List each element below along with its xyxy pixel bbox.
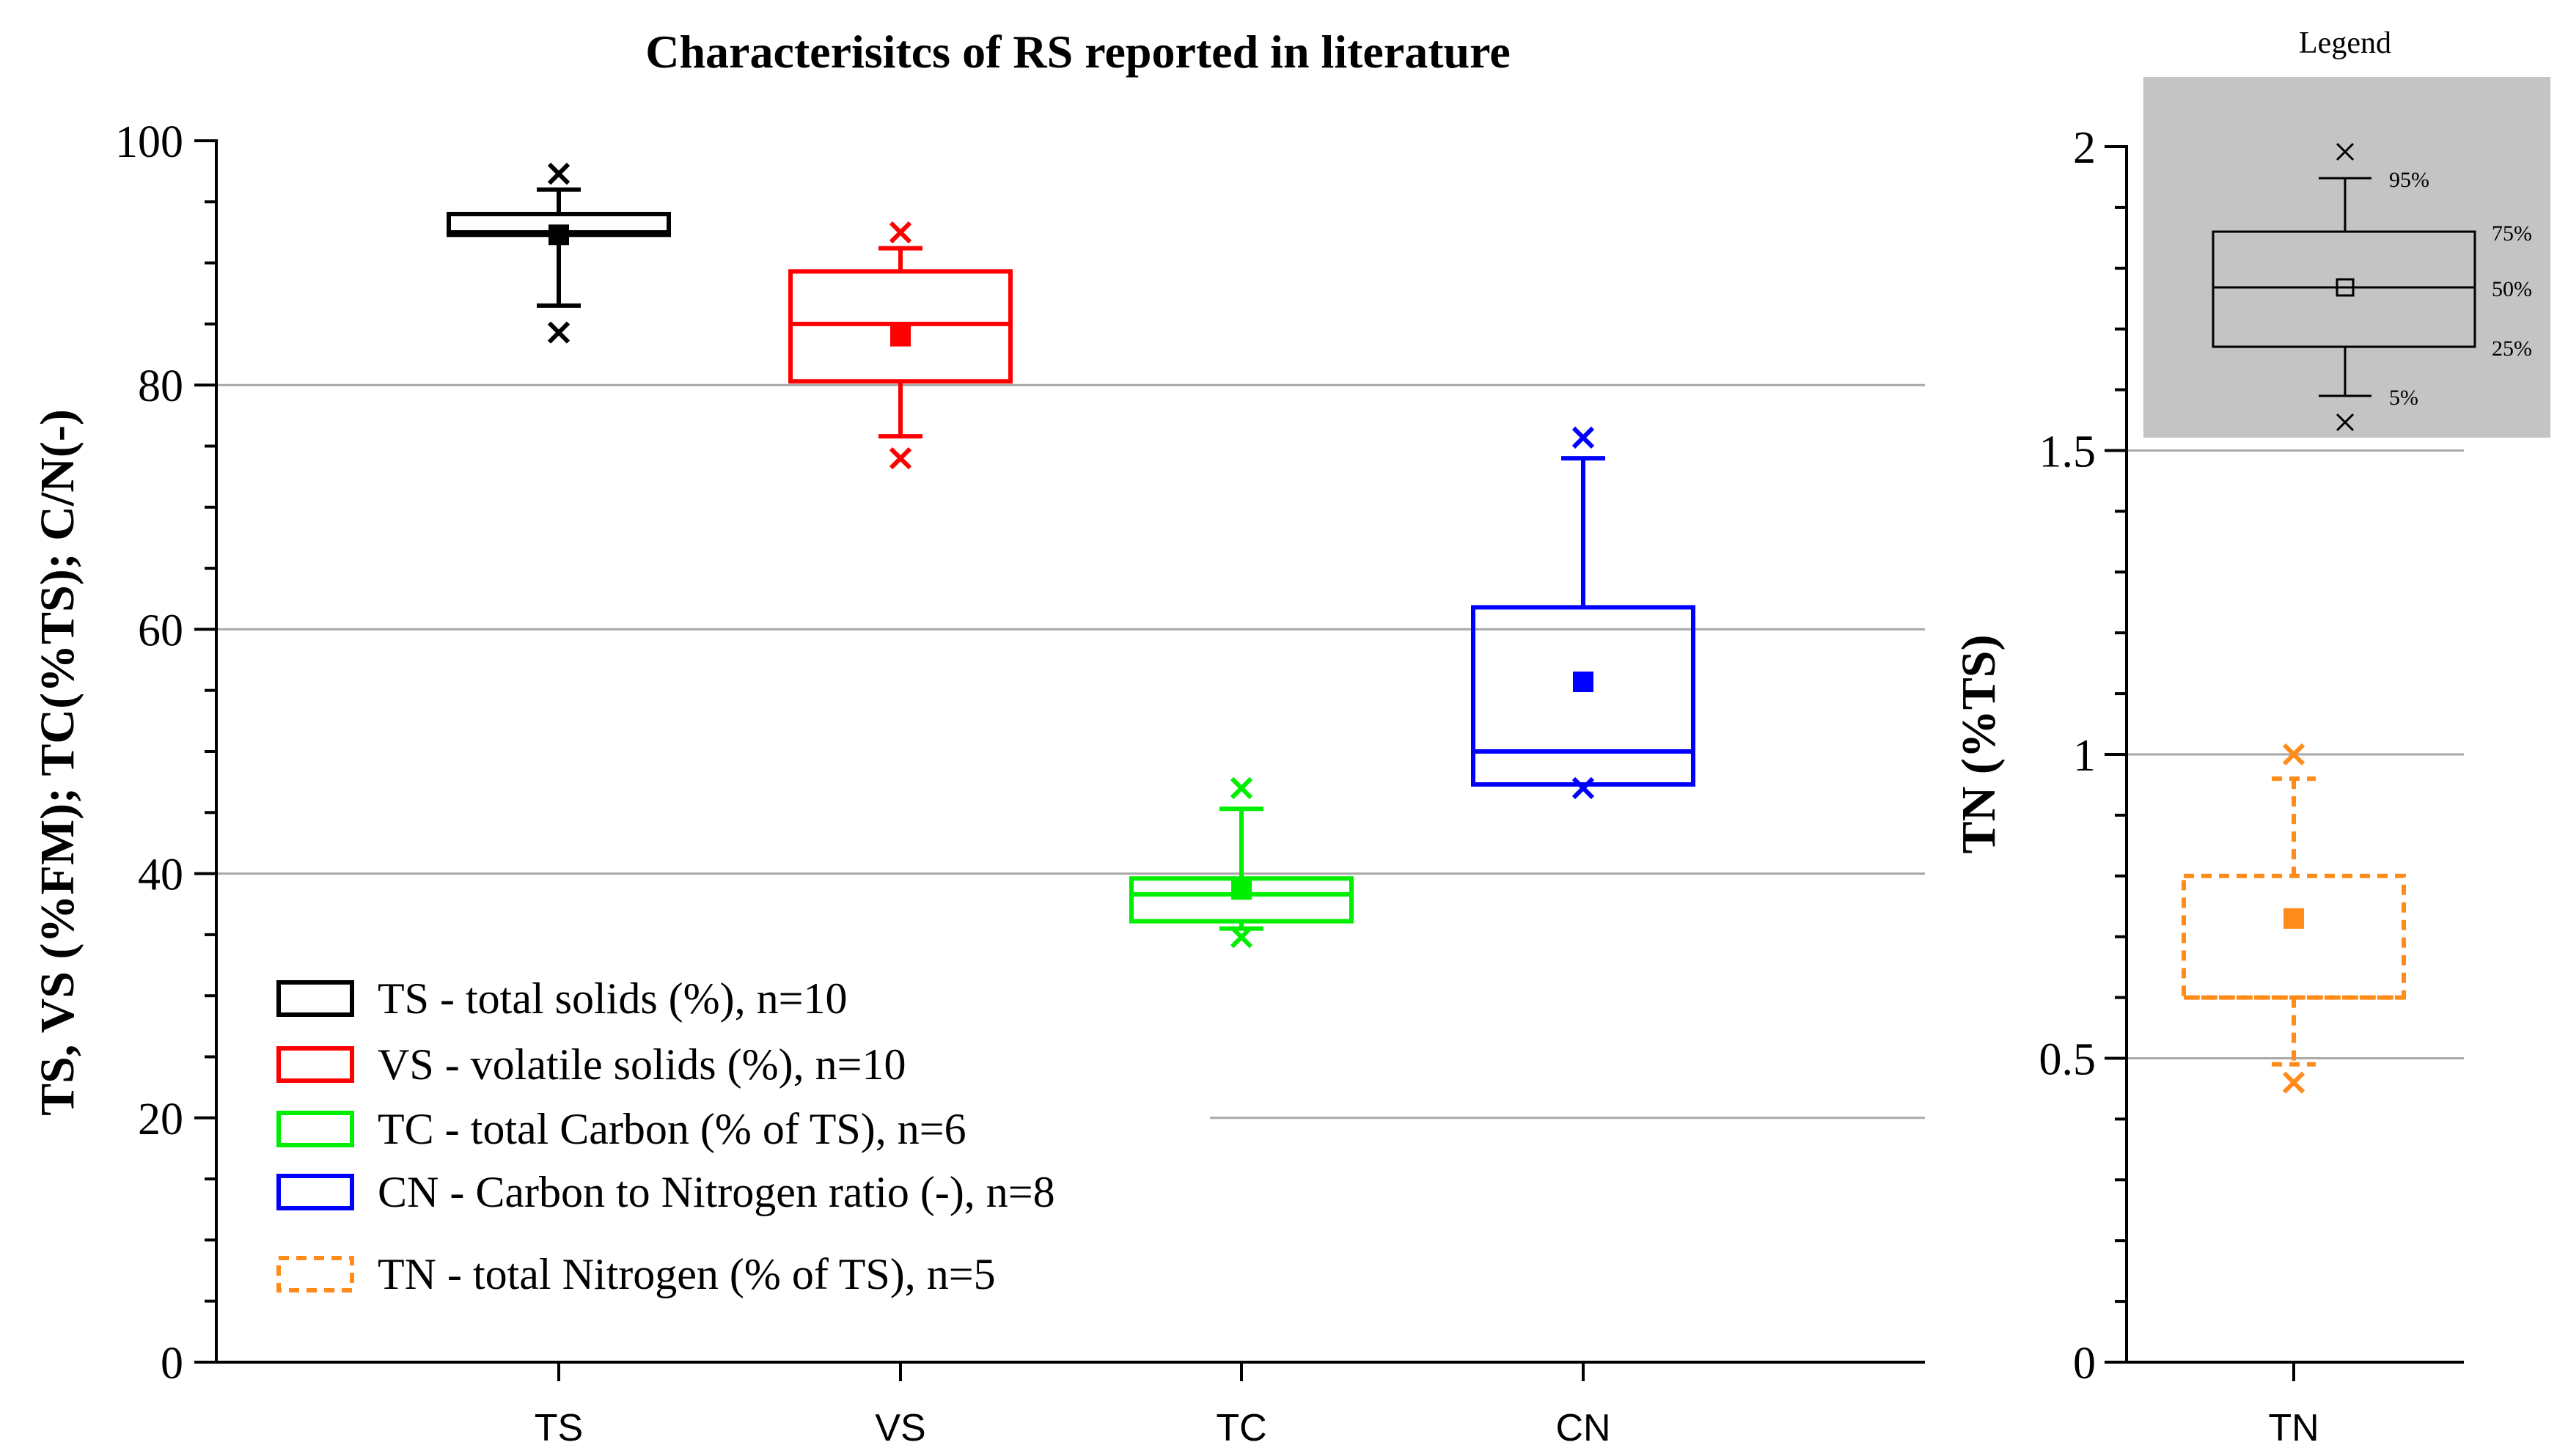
- legend-swatch: [279, 1113, 352, 1145]
- right-x-tick-label: TN: [2268, 1407, 2319, 1449]
- x-tick-label: VS: [875, 1407, 925, 1449]
- inset-legend-label: 25%: [2492, 337, 2532, 361]
- max-marker: [1574, 428, 1593, 447]
- x-tick-label: TC: [1216, 1407, 1266, 1449]
- inset-legend-label: 75%: [2492, 221, 2532, 246]
- max-marker: [1232, 779, 1251, 798]
- inset-legend-background: [2143, 77, 2550, 438]
- right-box-tn: [2184, 779, 2404, 1065]
- left-box-ts: [449, 190, 669, 306]
- y-tick-label: 80: [138, 361, 183, 411]
- max-marker: [891, 223, 910, 242]
- min-marker: [1574, 779, 1593, 798]
- iqr-box: [2184, 876, 2404, 998]
- iqr-box: [1473, 607, 1693, 784]
- y-tick-label: 100: [115, 117, 183, 167]
- legend-label: TC - total Carbon (% of TS), n=6: [378, 1105, 966, 1153]
- y-tick-label: 0: [161, 1339, 183, 1389]
- legend-label: CN - Carbon to Nitrogen ratio (-), n=8: [378, 1168, 1055, 1216]
- y-tick-label: 60: [138, 606, 183, 655]
- y-tick-label: 20: [138, 1095, 183, 1144]
- mean-marker: [2283, 908, 2304, 929]
- right-y-tick-label: 0.5: [2039, 1035, 2096, 1085]
- chart-title: Characterisitcs of RS reported in litera…: [645, 26, 1511, 78]
- inset-legend-label: 95%: [2389, 168, 2429, 192]
- mean-marker: [890, 326, 911, 347]
- legend-swatch: [279, 1176, 352, 1208]
- legend-label: VS - volatile solids (%), n=10: [378, 1040, 906, 1089]
- inset-legend-label: 5%: [2389, 386, 2418, 410]
- right-y-tick-label: 1: [2073, 731, 2096, 781]
- legend-swatch: [279, 1258, 352, 1290]
- mean-marker: [549, 224, 569, 245]
- y-axis-label: TS, VS (%FM); TC(%TS); C/N(-): [31, 409, 84, 1116]
- inset-legend: Legend 95% 75% 50% 25% 5%: [2143, 26, 2550, 438]
- legend-swatch: [279, 1048, 352, 1081]
- mean-marker: [1231, 879, 1252, 900]
- right-y-axis-label: TN (%TS): [1952, 635, 2006, 854]
- x-tick-label: CN: [1555, 1407, 1610, 1449]
- min-marker: [549, 323, 568, 342]
- legend-label: TS - total solids (%), n=10: [378, 974, 847, 1023]
- left-box-cn: [1473, 458, 1693, 784]
- inset-legend-label: 50%: [2492, 277, 2532, 301]
- left-box-vs: [790, 249, 1010, 437]
- right-y-tick-label: 2: [2073, 123, 2096, 173]
- x-tick-label: TS: [535, 1407, 583, 1449]
- max-marker: [549, 164, 568, 183]
- right-y-tick-label: 1.5: [2039, 427, 2096, 477]
- min-marker: [891, 449, 910, 468]
- legend-swatch: [279, 982, 352, 1015]
- inset-legend-title: Legend: [2299, 26, 2391, 60]
- right-y-tick-label: 0: [2073, 1339, 2096, 1389]
- legend-label: TN - total Nitrogen (% of TS), n=5: [378, 1250, 996, 1298]
- y-tick-label: 40: [138, 850, 183, 900]
- legend: TS - total solids (%), n=10 VS - volatile…: [279, 974, 1055, 1298]
- min-marker: [2284, 1073, 2303, 1092]
- left-box-tc: [1131, 809, 1351, 928]
- mean-marker: [1573, 672, 1593, 692]
